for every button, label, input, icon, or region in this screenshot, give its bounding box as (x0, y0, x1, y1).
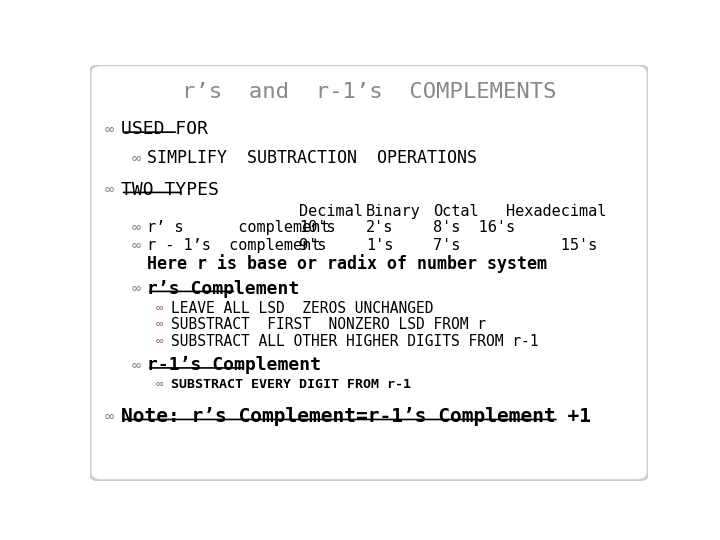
Text: 8's  16's: 8's 16's (433, 220, 516, 235)
Text: Decimal: Decimal (300, 204, 363, 219)
Text: SUBSTRACT ALL OTHER HIGHER DIGITS FROM r-1: SUBSTRACT ALL OTHER HIGHER DIGITS FROM r… (171, 334, 539, 349)
Text: ∞: ∞ (131, 220, 140, 235)
Text: ∞: ∞ (156, 335, 163, 348)
Text: ∞: ∞ (156, 301, 163, 314)
Text: r’s  and  r-1’s  COMPLEMENTS: r’s and r-1’s COMPLEMENTS (181, 82, 557, 102)
Text: USED FOR: USED FOR (121, 120, 207, 138)
Text: ∞: ∞ (105, 122, 114, 137)
Text: Here r is base or radix of number system: Here r is base or radix of number system (147, 254, 547, 273)
Text: TWO TYPES: TWO TYPES (121, 180, 219, 199)
Text: SUBSTRACT  FIRST  NONZERO LSD FROM r: SUBSTRACT FIRST NONZERO LSD FROM r (171, 317, 486, 332)
Text: ∞: ∞ (156, 318, 163, 331)
Text: ∞: ∞ (105, 409, 114, 424)
Text: 1's: 1's (366, 238, 394, 253)
Text: Hexadecimal: Hexadecimal (505, 204, 606, 219)
Text: SIMPLIFY  SUBTRACTION  OPERATIONS: SIMPLIFY SUBTRACTION OPERATIONS (147, 150, 477, 167)
Text: ∞: ∞ (131, 281, 140, 296)
Text: 9's: 9's (300, 238, 327, 253)
Text: LEAVE ALL LSD  ZEROS UNCHANGED: LEAVE ALL LSD ZEROS UNCHANGED (171, 301, 433, 315)
Text: 15's: 15's (505, 238, 597, 253)
Text: ∞: ∞ (131, 238, 140, 253)
Text: 10's: 10's (300, 220, 336, 235)
Text: r-1’s Complement: r-1’s Complement (147, 356, 321, 374)
Text: SUBSTRACT EVERY DIGIT FROM r-1: SUBSTRACT EVERY DIGIT FROM r-1 (171, 377, 411, 390)
FancyBboxPatch shape (90, 65, 648, 481)
Text: ∞: ∞ (131, 357, 140, 373)
Text: Binary: Binary (366, 204, 421, 219)
Text: 2's: 2's (366, 220, 394, 235)
Text: r’ s      complement: r’ s complement (147, 220, 330, 235)
Text: r’s Complement: r’s Complement (147, 280, 300, 298)
Text: r - 1’s  complement: r - 1’s complement (147, 238, 320, 253)
Text: 7's: 7's (433, 238, 461, 253)
Text: Note: r’s Complement=r-1’s Complement +1: Note: r’s Complement=r-1’s Complement +1 (121, 407, 590, 426)
Text: ∞: ∞ (156, 377, 163, 390)
Text: Octal: Octal (433, 204, 479, 219)
Text: ∞: ∞ (131, 151, 140, 166)
Text: ∞: ∞ (105, 182, 114, 197)
